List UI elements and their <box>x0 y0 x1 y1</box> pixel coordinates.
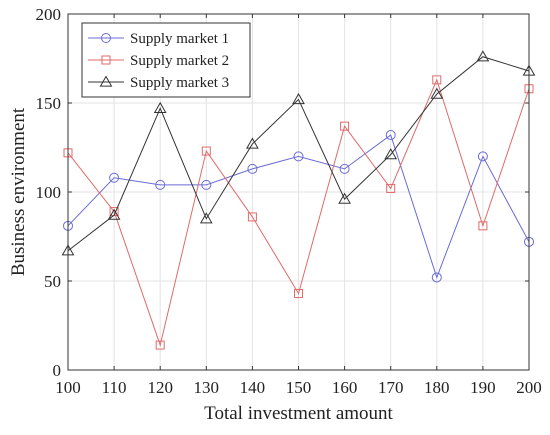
x-tick-label: 110 <box>102 378 127 397</box>
circle-marker <box>201 179 212 190</box>
triangle-marker <box>153 101 167 113</box>
series-3 <box>61 50 536 256</box>
x-tick-label: 130 <box>194 378 220 397</box>
square-marker <box>478 221 488 231</box>
x-tick-label: 200 <box>516 378 542 397</box>
legend-item: Supply market 1 <box>88 31 229 47</box>
legend-item: Supply market 3 <box>88 75 229 91</box>
square-marker <box>432 75 442 85</box>
y-tick-label: 100 <box>36 183 62 202</box>
series-line <box>67 134 530 279</box>
square-marker <box>340 121 350 131</box>
circle-marker <box>109 172 120 183</box>
y-tick-label: 50 <box>44 272 61 291</box>
square-marker <box>155 340 165 350</box>
triangle-marker <box>384 148 398 160</box>
x-tick-label: 190 <box>470 378 496 397</box>
square-marker <box>386 183 396 193</box>
x-tick-label: 100 <box>55 378 81 397</box>
circle-marker <box>339 163 350 174</box>
circle-marker <box>385 130 396 141</box>
x-axis-title: Total investment amount <box>204 403 393 424</box>
tick-labels: 100 110 120 130 140 150 160 170 180 190 200 0 50 100 1… <box>36 5 542 397</box>
legend-label: Supply market 3 <box>130 75 229 91</box>
x-tick-label: 140 <box>240 378 266 397</box>
y-tick-label: 150 <box>36 94 62 113</box>
triangle-marker <box>476 50 490 62</box>
circle-marker <box>431 272 442 283</box>
square-marker <box>247 212 257 222</box>
legend-label: Supply market 2 <box>130 53 229 69</box>
series-line <box>67 78 530 347</box>
triangle-marker <box>430 87 444 99</box>
circle-marker <box>247 163 258 174</box>
legend: Supply market 1 Supply market 2 Supply mar… <box>81 22 251 98</box>
triangle-marker <box>199 212 213 224</box>
triangle-marker <box>338 192 351 204</box>
legend-label: Supply market 1 <box>130 31 229 47</box>
y-tick-label: 200 <box>36 5 62 24</box>
y-axis-title: Business environment <box>8 107 29 276</box>
square-marker <box>101 55 111 65</box>
x-tick-label: 170 <box>378 378 404 397</box>
x-tick-label: 160 <box>332 378 358 397</box>
triangle-marker <box>292 92 305 105</box>
x-tick-label: 120 <box>147 378 173 397</box>
circle-marker <box>155 179 166 190</box>
x-tick-label: 150 <box>286 378 312 397</box>
x-tick-label: 180 <box>424 378 450 397</box>
series-line <box>67 56 530 252</box>
triangle-marker <box>246 137 259 149</box>
square-marker <box>201 146 211 156</box>
series-layer <box>61 50 536 350</box>
legend-item: Supply market 2 <box>88 53 229 69</box>
series-1 <box>63 130 534 283</box>
triangle-marker <box>99 75 113 87</box>
y-tick-label: 0 <box>53 361 62 380</box>
circle-marker <box>293 151 304 162</box>
circle-marker <box>101 33 111 43</box>
circle-marker <box>477 151 488 162</box>
triangle-marker <box>107 208 121 220</box>
square-marker <box>294 288 303 298</box>
